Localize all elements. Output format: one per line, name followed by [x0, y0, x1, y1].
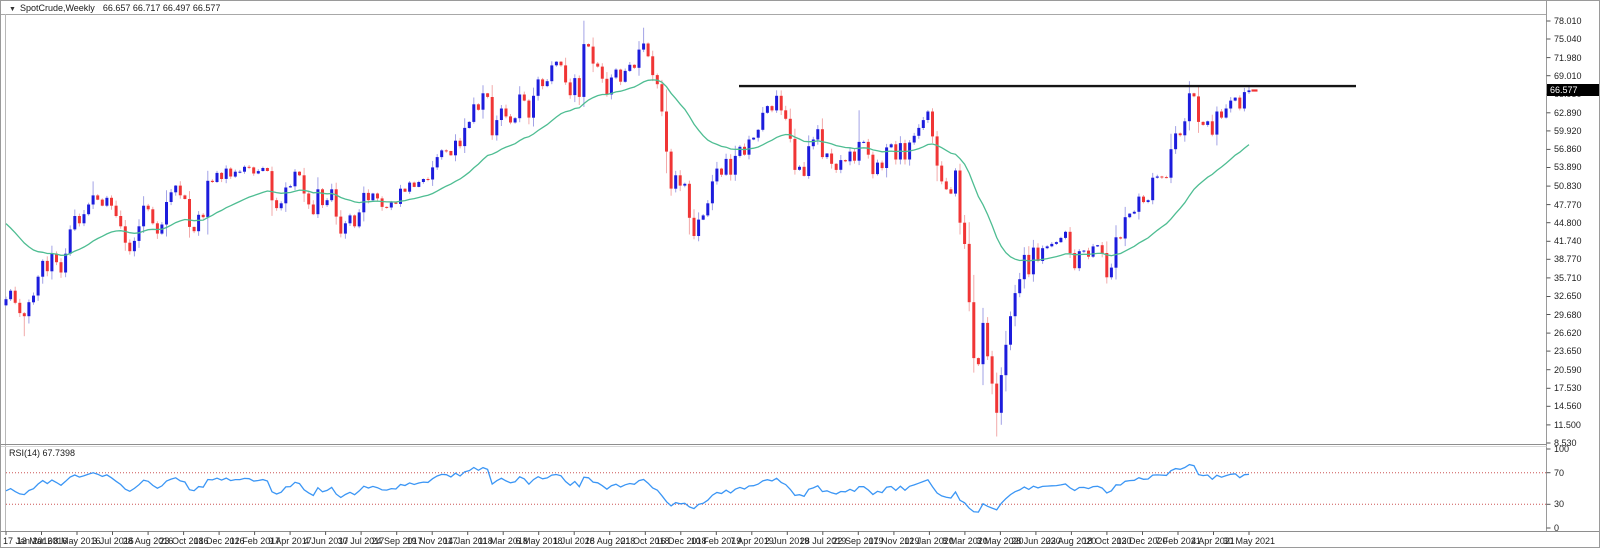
candle-bodies: [4, 43, 1251, 413]
time-axis-label: 30 May 2021: [1222, 536, 1276, 546]
time-axis-label: 8 May 2016: [53, 536, 101, 546]
time-axis-label: 13 Mar 2016: [16, 536, 68, 546]
price-axis-label: 53.890: [1554, 162, 1582, 172]
time-axis-label: 18 Oct 2020: [1082, 536, 1132, 546]
rsi-axis-label: 0: [1554, 523, 1560, 533]
time-axis-label: 7 Feb 2021: [1155, 536, 1201, 546]
time-axis-label: 17 Nov 2019: [868, 536, 920, 546]
price-axis-label: 23.650: [1554, 346, 1582, 356]
price-axis-label: 38.770: [1554, 254, 1582, 264]
time-axis-label: 12 Jan 2020: [904, 536, 954, 546]
time-axis-label: 16 Dec 2018: [655, 536, 707, 546]
time-axis-label: 10 Feb 2019: [690, 536, 742, 546]
price-axis-label: 11.500: [1554, 420, 1581, 430]
price-axis-label: 44.800: [1554, 218, 1582, 228]
pane-borders: [1, 1, 1599, 532]
time-axis-label: 8 Mar 2020: [942, 536, 988, 546]
price-axis-label: 75.040: [1554, 34, 1582, 44]
price-axis-label: 56.860: [1554, 144, 1582, 154]
price-axis-label: 78.010: [1554, 16, 1582, 26]
time-axis-label: 30 Jul 2017: [337, 536, 385, 546]
price-axis-label: 29.680: [1554, 310, 1582, 320]
time-axis-label: 14 Jan 2018: [443, 536, 493, 546]
price-axis-label: 62.890: [1554, 108, 1582, 118]
time-axis-label: 1 Jul 2018: [553, 536, 595, 546]
rsi-indicator-label: RSI(14) 67.7398: [9, 448, 76, 458]
time-axis-label: 19 Nov 2017: [406, 536, 458, 546]
collapse-chart-icon[interactable]: ▼: [9, 6, 16, 13]
time-axis-label: 3 Jul 2016: [92, 536, 134, 546]
time-axis-label: 28 Aug 2016: [122, 536, 174, 546]
chart-title-bar: ▼ SpotCrude,Weekly 66.657 66.717 66.497 66…: [9, 3, 220, 14]
time-axis-label: 3 May 2020: [976, 536, 1024, 546]
current-price-tag: 66.577: [1547, 84, 1599, 96]
price-axis-label: 71.980: [1554, 53, 1582, 63]
price-axis-label: 69.010: [1554, 71, 1582, 81]
price-axis-label: 50.830: [1554, 181, 1582, 191]
price-axis-label: 41.740: [1554, 236, 1582, 246]
time-axis-label: 23 Aug 2020: [1045, 536, 1097, 546]
price-axis-label: 35.710: [1554, 273, 1582, 283]
price-axis-label: 20.590: [1554, 365, 1582, 375]
time-axis-label: 11 Mar 2018: [478, 536, 528, 546]
axis-ticks: [5, 20, 1551, 535]
symbol-period-title: SpotCrude,Weekly: [19, 3, 95, 13]
rsi-line: [5, 463, 1250, 513]
time-axis-label: 4 Jun 2017: [303, 536, 349, 546]
price-axis-label: 17.530: [1554, 383, 1582, 393]
price-axis-label: 47.770: [1554, 200, 1582, 210]
ohlc-readout: 66.657 66.717 66.497 66.577: [102, 3, 221, 13]
time-axis-label: 18 Dec 2016: [193, 536, 245, 546]
price-axis-label: 14.560: [1554, 401, 1582, 411]
time-axis-label: 4 Apr 2021: [1191, 536, 1235, 546]
price-axis-label: 8.530: [1554, 438, 1577, 448]
last-price-marker: [1251, 89, 1258, 92]
rsi-axis-label: 100: [1554, 444, 1570, 454]
price-axis-label: 32.650: [1554, 291, 1582, 301]
rsi-axis-label: 30: [1554, 499, 1565, 509]
time-axis-label: 26 Aug 2018: [584, 536, 636, 546]
price-axis-label: 59.920: [1554, 126, 1582, 136]
moving-average-line: [5, 79, 1250, 262]
time-axis-label: 24 Sep 2017: [371, 536, 423, 546]
time-axis-label: 7 Apr 2019: [730, 536, 774, 546]
time-axis-label: 9 Apr 2017: [268, 536, 312, 546]
time-axis-label: 21 Oct 2018: [620, 536, 670, 546]
time-axis-label: 23 Oct 2016: [159, 536, 209, 546]
time-axis-label: 22 Sep 2019: [832, 536, 884, 546]
time-axis-label: 13 Dec 2020: [1116, 536, 1168, 546]
time-axis-label: 28 Jun 2020: [1011, 536, 1061, 546]
time-axis-label: 17 Jan 2016: [3, 536, 53, 546]
time-axis-label: 12 Feb 2017: [229, 536, 281, 546]
time-axis-label: 28 Jul 2019: [799, 536, 847, 546]
price-axis-label: 26.620: [1554, 328, 1582, 338]
candle-wicks: [5, 20, 1250, 437]
time-axis-label: 2 Jun 2019: [764, 536, 810, 546]
rsi-axis-label: 70: [1554, 468, 1565, 478]
time-axis-label: 6 May 2018: [515, 536, 563, 546]
